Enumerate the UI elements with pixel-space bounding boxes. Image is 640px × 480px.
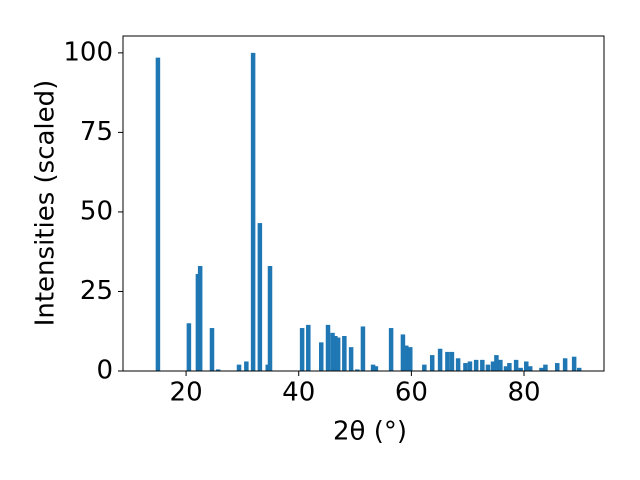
bar	[306, 324, 311, 371]
bar	[330, 332, 335, 371]
y-tick-label: 50	[80, 196, 113, 226]
bar	[562, 358, 568, 371]
bar	[480, 359, 485, 371]
y-tick-label: 0	[96, 356, 113, 386]
bar	[539, 367, 544, 371]
y-axis-label: Intensities (scaled)	[31, 80, 61, 327]
bar	[576, 367, 582, 371]
bar	[463, 363, 468, 371]
bar	[490, 361, 496, 371]
bar	[342, 336, 347, 371]
bar	[335, 337, 341, 371]
bar	[437, 348, 443, 371]
bar	[360, 326, 366, 371]
x-tick-label: 60	[395, 378, 428, 408]
bar	[571, 356, 577, 371]
bar	[422, 364, 427, 371]
bar	[524, 361, 529, 371]
y-tick-label: 25	[80, 276, 113, 306]
bar	[498, 359, 503, 371]
bar	[400, 334, 406, 371]
bar	[373, 366, 379, 371]
bar	[543, 364, 548, 371]
bar	[407, 347, 413, 371]
bar	[355, 369, 360, 371]
bar	[507, 363, 512, 371]
bar	[554, 363, 560, 371]
bar	[455, 358, 461, 371]
bar	[333, 336, 338, 371]
bar	[155, 57, 161, 372]
bar	[325, 324, 331, 371]
bar	[513, 359, 519, 371]
plot-frame	[122, 35, 605, 372]
bar	[388, 328, 394, 371]
x-tick-label: 20	[170, 378, 203, 408]
bar	[445, 351, 450, 371]
bar	[494, 355, 499, 371]
bar	[503, 366, 509, 371]
bar	[527, 366, 533, 371]
bar	[370, 364, 376, 371]
bar	[449, 351, 455, 371]
bar	[348, 347, 354, 371]
bar	[404, 345, 409, 371]
bar	[267, 266, 273, 371]
bar	[215, 369, 221, 371]
bar	[473, 359, 479, 371]
x-tick-label: 80	[507, 378, 540, 408]
bar	[485, 364, 491, 371]
bar	[236, 364, 242, 371]
bar	[299, 328, 305, 371]
bar	[209, 328, 215, 371]
bar	[467, 361, 473, 371]
bar	[244, 361, 249, 371]
bar	[319, 342, 324, 371]
bar	[186, 323, 192, 371]
bar	[257, 223, 263, 371]
bar	[429, 355, 435, 371]
bar	[518, 367, 523, 371]
x-tick-label: 40	[282, 378, 315, 408]
bar	[197, 266, 203, 371]
x-axis-label: 2θ (°)	[333, 417, 407, 447]
bar	[250, 52, 256, 371]
y-tick-label: 75	[80, 117, 113, 147]
y-tick-label: 100	[63, 37, 113, 67]
